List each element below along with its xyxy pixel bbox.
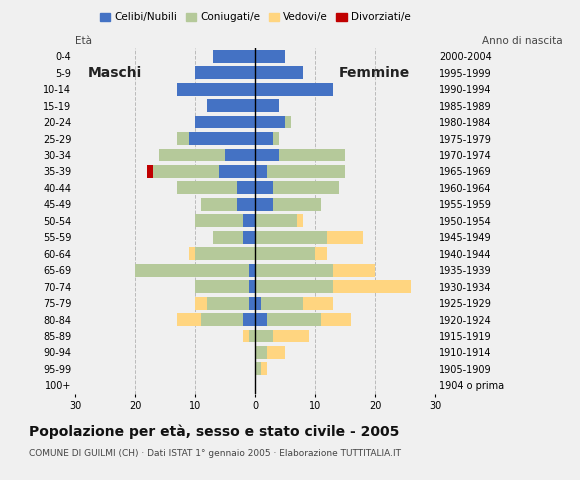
Bar [177, 132, 189, 145]
Bar [255, 264, 333, 276]
Bar [243, 231, 255, 244]
Bar [255, 346, 267, 359]
Bar [255, 83, 333, 96]
Bar [255, 99, 279, 112]
Bar [177, 313, 201, 326]
Bar [255, 132, 273, 145]
Bar [201, 313, 243, 326]
Bar [195, 247, 255, 260]
Bar [303, 297, 333, 310]
Bar [207, 99, 255, 112]
Bar [135, 264, 249, 276]
Bar [267, 313, 321, 326]
Bar [261, 362, 267, 375]
Bar [243, 330, 249, 342]
Bar [213, 50, 255, 63]
Bar [321, 313, 351, 326]
Bar [255, 362, 261, 375]
Bar [255, 297, 261, 310]
Bar [273, 198, 321, 211]
Bar [315, 247, 327, 260]
Bar [201, 198, 237, 211]
Bar [297, 215, 303, 227]
Bar [267, 165, 345, 178]
Bar [177, 83, 255, 96]
Bar [195, 116, 255, 129]
Bar [255, 313, 267, 326]
Bar [207, 297, 249, 310]
Legend: Celibi/Nubili, Coniugati/e, Vedovi/e, Divorziati/e: Celibi/Nubili, Coniugati/e, Vedovi/e, Di… [96, 8, 415, 26]
Bar [255, 50, 285, 63]
Bar [243, 313, 255, 326]
Bar [255, 215, 297, 227]
Bar [255, 280, 333, 293]
Bar [273, 132, 279, 145]
Bar [273, 330, 309, 342]
Bar [237, 181, 255, 194]
Bar [249, 330, 255, 342]
Bar [255, 181, 273, 194]
Bar [249, 297, 255, 310]
Bar [225, 148, 255, 161]
Bar [333, 280, 411, 293]
Bar [255, 330, 273, 342]
Bar [279, 148, 345, 161]
Text: COMUNE DI GUILMI (CH) · Dati ISTAT 1° gennaio 2005 · Elaborazione TUTTITALIA.IT: COMUNE DI GUILMI (CH) · Dati ISTAT 1° ge… [29, 449, 401, 458]
Bar [195, 297, 207, 310]
Text: Età: Età [75, 36, 92, 47]
Text: Femmine: Femmine [339, 66, 411, 80]
Bar [177, 181, 237, 194]
Bar [255, 247, 315, 260]
Bar [160, 148, 225, 161]
Bar [255, 231, 327, 244]
Bar [267, 346, 285, 359]
Bar [261, 297, 303, 310]
Bar [255, 148, 279, 161]
Bar [195, 66, 255, 79]
Bar [189, 247, 195, 260]
Bar [249, 264, 255, 276]
Text: Maschi: Maschi [88, 66, 142, 80]
Bar [219, 165, 255, 178]
Text: Popolazione per età, sesso e stato civile - 2005: Popolazione per età, sesso e stato civil… [29, 425, 400, 439]
Bar [249, 280, 255, 293]
Bar [195, 215, 243, 227]
Bar [213, 231, 243, 244]
Bar [273, 181, 339, 194]
Text: Anno di nascita: Anno di nascita [482, 36, 563, 46]
Bar [189, 132, 255, 145]
Bar [255, 165, 267, 178]
Bar [327, 231, 363, 244]
Bar [255, 198, 273, 211]
Bar [255, 116, 285, 129]
Bar [153, 165, 219, 178]
Bar [237, 198, 255, 211]
Bar [243, 215, 255, 227]
Bar [285, 116, 291, 129]
Bar [147, 165, 153, 178]
Bar [195, 280, 249, 293]
Bar [333, 264, 375, 276]
Bar [255, 66, 303, 79]
